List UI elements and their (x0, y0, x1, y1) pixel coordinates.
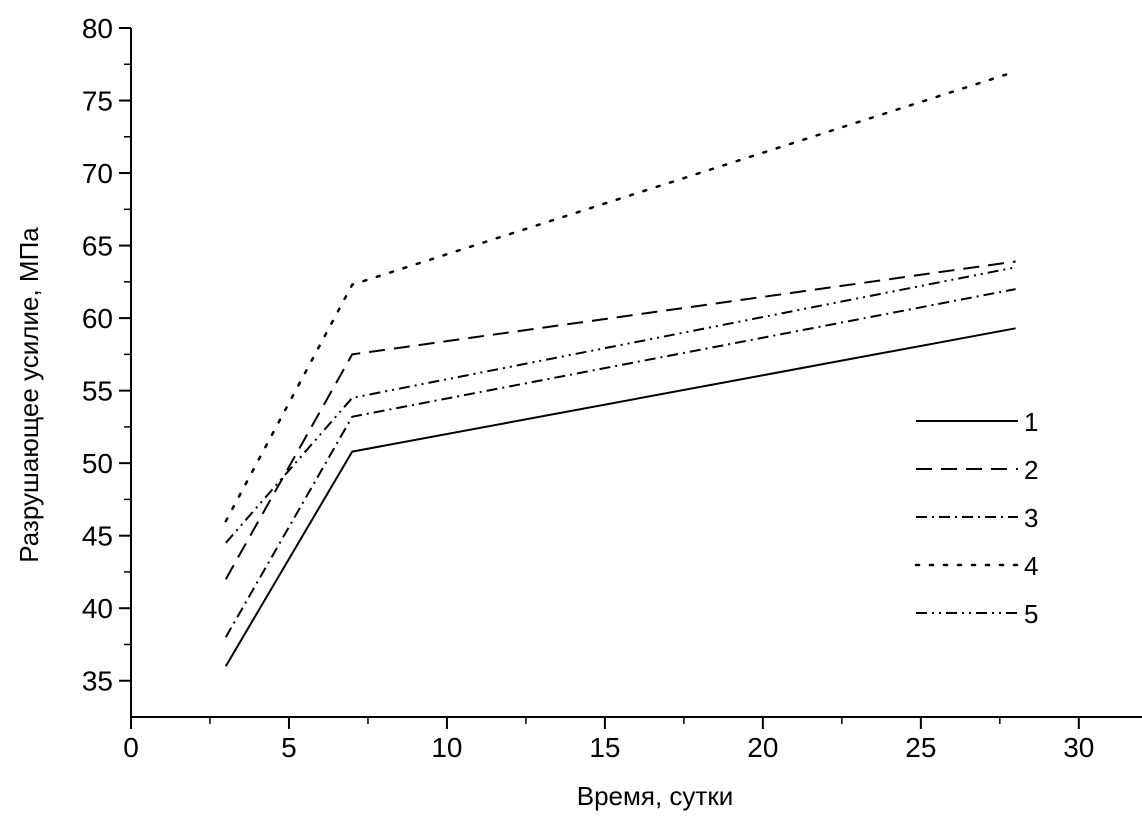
y-tick-label: 60 (82, 303, 113, 334)
legend: 1 2 3 4 5 (914, 407, 1038, 629)
legend-label-3: 3 (1024, 503, 1038, 533)
y-axis-title: Разрушающее усилие, МПа (14, 227, 44, 563)
y-tick-label: 35 (82, 666, 113, 697)
series-line-4 (224, 70, 1017, 523)
x-tick-label: 20 (747, 732, 778, 763)
x-tick-label: 15 (589, 732, 620, 763)
series-line-1 (224, 327, 1016, 667)
series-line-3 (224, 288, 1016, 638)
y-tick-label: 80 (82, 13, 113, 44)
legend-label-2: 2 (1024, 455, 1038, 485)
y-tick-label: 40 (82, 593, 113, 624)
y-tick-label: 65 (82, 231, 113, 262)
x-tick-label: 25 (905, 732, 936, 763)
legend-label-4: 4 (1024, 551, 1038, 581)
x-axis-title: Время, сутки (577, 781, 733, 811)
x-tick-label: 5 (281, 732, 297, 763)
x-tick-label: 0 (123, 732, 139, 763)
x-tick-label: 10 (431, 732, 462, 763)
y-tick-label: 55 (82, 376, 113, 407)
y-tick-label: 45 (82, 521, 113, 552)
series-line-5 (225, 266, 1016, 544)
plot-area (224, 70, 1017, 667)
series-line-2 (224, 260, 1016, 580)
y-tick-label: 75 (82, 86, 113, 117)
x-tick-label: 30 (1063, 732, 1094, 763)
y-tick-label: 50 (82, 448, 113, 479)
legend-label-5: 5 (1024, 599, 1038, 629)
y-tick-label: 70 (82, 158, 113, 189)
legend-label-1: 1 (1024, 407, 1038, 437)
